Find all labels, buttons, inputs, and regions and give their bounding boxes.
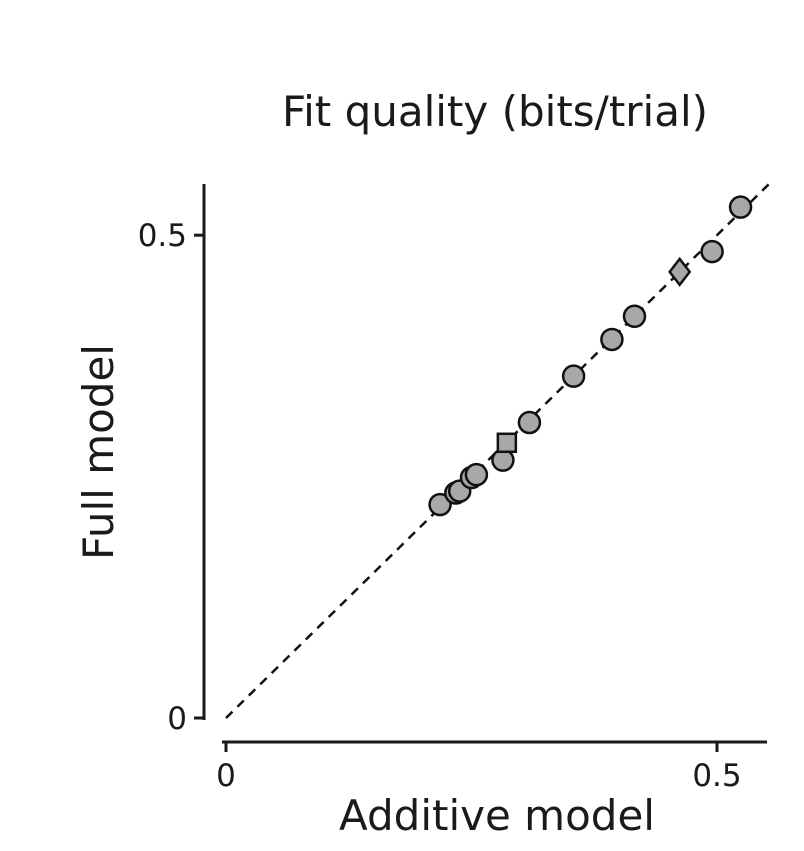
data-point-circle bbox=[622, 304, 647, 329]
data-point-circle bbox=[464, 462, 489, 487]
data-point-circle bbox=[428, 492, 452, 517]
axes bbox=[202, 184, 767, 744]
chart-title: Fit quality (bits/trial) bbox=[282, 87, 708, 136]
y-axis-label: Full model bbox=[74, 344, 123, 560]
x-axis-label: Additive model bbox=[339, 791, 655, 840]
data-point-circle bbox=[728, 195, 753, 219]
data-point-square bbox=[496, 432, 518, 454]
x-tick-label: 0 bbox=[216, 758, 236, 794]
data-point-diamond bbox=[668, 256, 692, 287]
ticks: 0 0.5 0 0.5 bbox=[138, 218, 742, 794]
data-point-circle bbox=[600, 327, 624, 352]
data-point-circle bbox=[517, 410, 542, 435]
x-tick-label: 0.5 bbox=[692, 758, 741, 794]
y-tick-label: 0 bbox=[167, 701, 187, 737]
data-point-circle bbox=[561, 364, 586, 388]
data-points bbox=[428, 195, 753, 517]
y-tick-label: 0.5 bbox=[138, 218, 187, 254]
data-point-circle bbox=[700, 239, 724, 264]
